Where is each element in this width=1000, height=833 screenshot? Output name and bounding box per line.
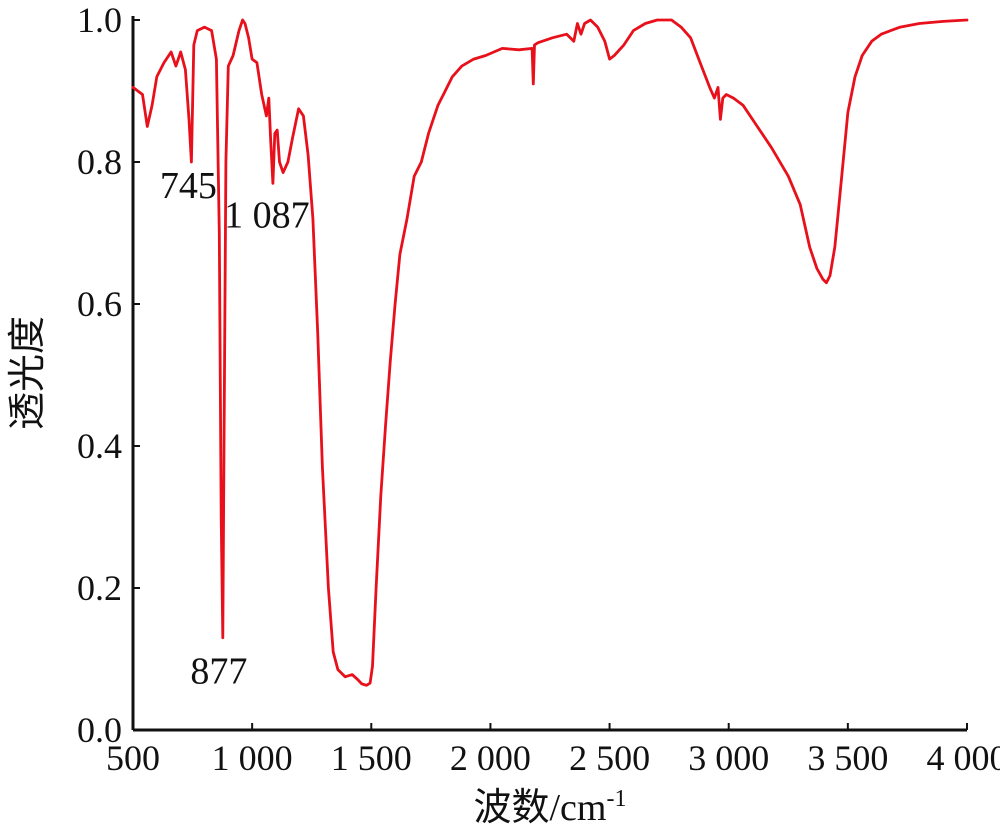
x-axis-title-main: 波数/cm [474, 787, 607, 829]
x-tick-label: 1 500 [331, 738, 412, 778]
x-tick-label: 2 000 [450, 738, 531, 778]
x-tick-label: 4 000 [927, 738, 1000, 778]
y-axis-ticks: 0.0 0.2 0.4 0.6 0.8 1.0 [77, 0, 140, 750]
y-tick-label: 0.2 [77, 568, 122, 608]
x-tick-label: 3 500 [807, 738, 888, 778]
spectrum-series-line [131, 18, 969, 687]
y-tick-label: 0.0 [77, 710, 122, 750]
peak-label: 745 [160, 165, 217, 207]
peak-label: 877 [190, 651, 247, 693]
x-axis-ticks: 500 1 000 1 500 2 000 2 500 3 000 3 500 4 000 [106, 723, 1000, 778]
y-tick-label: 0.4 [77, 426, 122, 466]
chart-axes [131, 16, 967, 732]
y-axis-title: 透光度 [7, 316, 49, 430]
y-tick-label: 0.8 [77, 142, 122, 182]
peak-annotations: 745 877 1 087 [160, 165, 310, 693]
y-tick-label: 1.0 [77, 0, 122, 40]
peak-label: 1 087 [224, 194, 310, 236]
x-axis-title: 波数/cm-1 [474, 786, 627, 829]
x-axis-title-superscript: -1 [606, 786, 626, 812]
x-tick-label: 3 000 [688, 738, 769, 778]
y-tick-label: 0.6 [77, 284, 122, 324]
x-tick-label: 1 000 [212, 738, 293, 778]
x-tick-label: 500 [106, 738, 160, 778]
x-tick-label: 2 500 [569, 738, 650, 778]
